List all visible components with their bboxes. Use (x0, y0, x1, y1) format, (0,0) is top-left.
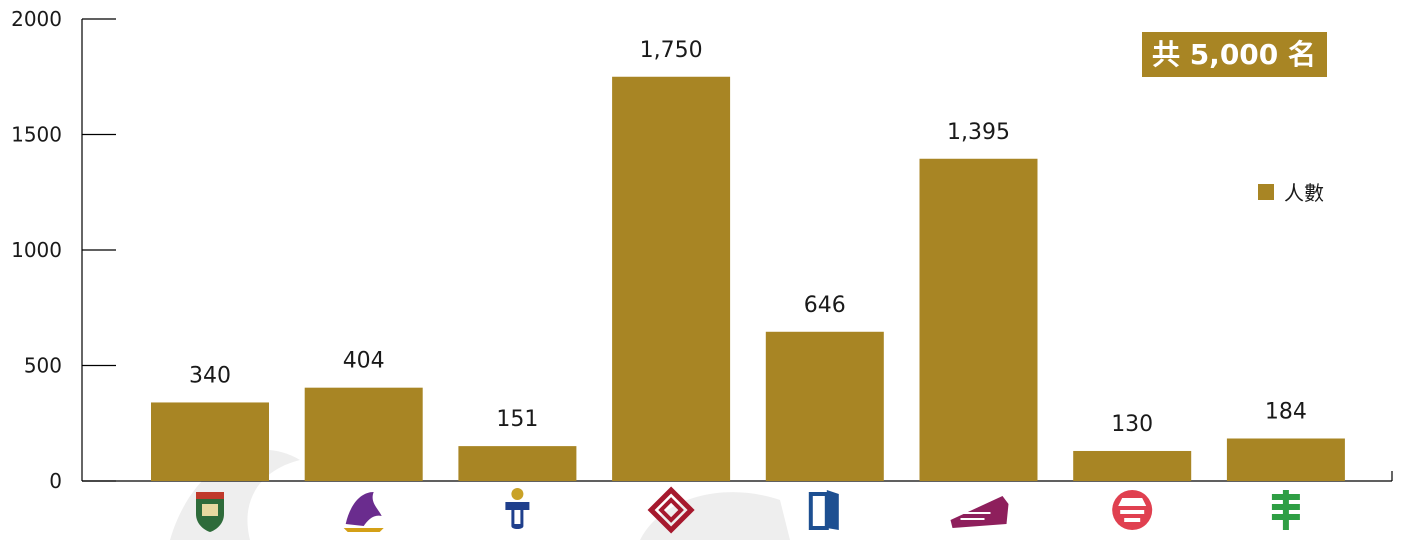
y-tick-label: 2000 (11, 7, 62, 31)
bar-hku (151, 402, 269, 481)
data-label: 151 (496, 407, 538, 432)
polyu-logo-icon (647, 486, 695, 534)
y-tick-label: 1500 (11, 123, 62, 147)
category-icons (196, 486, 1300, 534)
legend-label: 人數 (1284, 181, 1324, 205)
data-label: 1,750 (640, 38, 703, 63)
total-badge-background (1142, 32, 1327, 77)
bar-lingnanu (1073, 450, 1192, 481)
eduhk-logo-icon (1271, 490, 1300, 530)
axes (81, 19, 1393, 482)
y-tick-label: 1000 (11, 238, 62, 262)
data-label: 340 (189, 363, 231, 388)
bar-hkbu (765, 331, 884, 481)
bar-polyu (612, 76, 731, 481)
total-badge-text: 共 5,000 名 (1152, 38, 1316, 71)
lingnan-logo-icon (1112, 490, 1153, 530)
bar-cuhk (304, 387, 423, 481)
y-tick-label: 0 (49, 469, 62, 493)
bar-eduhk (1226, 438, 1345, 481)
y-tick-label: 500 (24, 354, 62, 378)
legend: 人數 (1258, 181, 1324, 205)
y-axis-ticks: 0 500 1000 1500 2000 (11, 7, 116, 493)
hku-logo-icon (196, 492, 224, 532)
data-label: 646 (804, 293, 846, 318)
data-label: 184 (1265, 399, 1307, 424)
data-label: 130 (1111, 412, 1153, 437)
total-badge: 共 5,000 名 (1142, 32, 1327, 77)
hkbu-logo-icon (808, 490, 839, 530)
data-label: 404 (343, 349, 385, 374)
bar-cityu (919, 158, 1038, 481)
bars (151, 76, 1345, 481)
cityu-logo-icon (950, 496, 1009, 528)
data-label: 1,395 (947, 120, 1010, 145)
data-labels: 340 404 151 1,750 646 1,395 130 184 (189, 38, 1307, 437)
cuhk-logo-icon (343, 492, 384, 532)
legend-swatch (1258, 184, 1274, 200)
hkust-logo-icon (505, 488, 530, 529)
bar-hkust (458, 446, 577, 481)
